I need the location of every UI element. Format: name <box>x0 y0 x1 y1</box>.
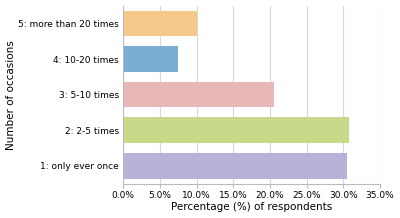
Bar <box>123 46 178 72</box>
Bar <box>123 118 349 143</box>
Bar <box>123 10 197 36</box>
X-axis label: Percentage (%) of respondents: Percentage (%) of respondents <box>171 203 332 213</box>
Bar <box>123 82 274 107</box>
Y-axis label: Number of occasions: Number of occasions <box>6 40 16 150</box>
Bar <box>123 153 347 179</box>
